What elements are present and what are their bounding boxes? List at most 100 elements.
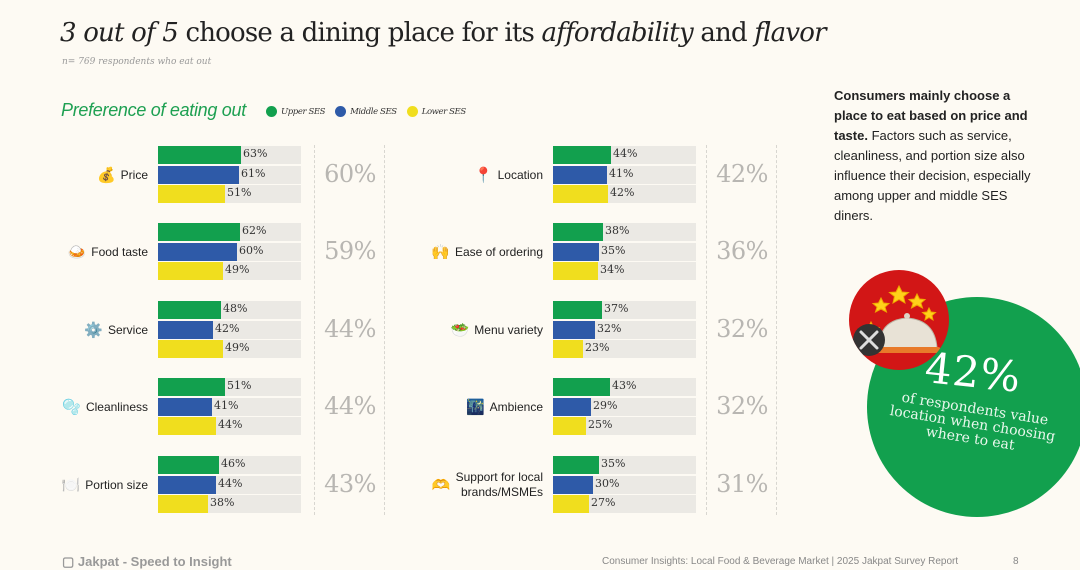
report-footer: Consumer Insights: Local Food & Beverage… bbox=[602, 556, 959, 567]
category-label: 🍛 Food taste bbox=[0, 223, 148, 281]
title-part: flavor bbox=[754, 18, 826, 48]
bar-middle-ses bbox=[158, 165, 239, 184]
overall-value: 43% bbox=[324, 470, 376, 498]
bar-value-label: 62% bbox=[242, 224, 267, 237]
legend-label: Upper SES bbox=[281, 106, 326, 117]
sample-size-note: n= 769 respondents who eat out bbox=[62, 57, 212, 67]
title-part: 3 out of 5 bbox=[60, 18, 179, 48]
category-label-text: Location bbox=[497, 167, 543, 182]
bar-track: 34% bbox=[553, 262, 696, 280]
bar-track: 23% bbox=[553, 340, 696, 358]
title-part: affordability bbox=[541, 18, 694, 48]
bar-value-label: 35% bbox=[601, 243, 626, 257]
bar-track: 48% bbox=[158, 301, 301, 319]
bar-middle-ses bbox=[553, 320, 595, 339]
brand-footer: ▢ Jakpat - Speed to Insight bbox=[62, 554, 232, 570]
bar-lower-ses bbox=[158, 417, 216, 435]
title-part: and bbox=[692, 18, 755, 48]
bar-value-label: 42% bbox=[610, 186, 635, 199]
salad-icon: 🥗 bbox=[450, 321, 470, 339]
bar-middle-ses bbox=[158, 320, 213, 339]
bar-track: 29% bbox=[553, 397, 696, 416]
bar-lower-ses bbox=[553, 340, 583, 358]
bar-upper-ses bbox=[553, 378, 610, 396]
bar-track: 44% bbox=[158, 475, 301, 494]
bar-lower-ses bbox=[553, 495, 589, 513]
bar-track: 61% bbox=[158, 165, 301, 184]
overall-value: 32% bbox=[716, 315, 768, 343]
star-icon bbox=[888, 284, 910, 305]
bar-track: 51% bbox=[158, 185, 301, 203]
bar-upper-ses bbox=[158, 223, 240, 241]
overall-value: 32% bbox=[716, 392, 768, 420]
bar-value-label: 30% bbox=[595, 476, 620, 490]
page-number: 8 bbox=[1013, 556, 1019, 567]
bar-value-label: 46% bbox=[221, 457, 246, 470]
divider-line bbox=[776, 145, 777, 515]
night-city-icon: 🌃 bbox=[465, 398, 485, 416]
bar-upper-ses bbox=[553, 223, 603, 241]
category-label: ⚙️ Service bbox=[0, 301, 148, 359]
category-label-text: Ease of ordering bbox=[454, 244, 543, 259]
bar-value-label: 29% bbox=[593, 398, 618, 412]
bar-value-label: 43% bbox=[612, 379, 637, 392]
insight-note: Consumers mainly choose a place to eat b… bbox=[834, 86, 1044, 226]
category-label: 🙌 Ease of ordering bbox=[343, 223, 543, 281]
bar-value-label: 44% bbox=[218, 476, 243, 490]
bar-value-label: 34% bbox=[600, 263, 625, 276]
bar-value-label: 32% bbox=[597, 321, 622, 335]
category-label-text: Portion size bbox=[85, 477, 148, 492]
category-label: 📍 Location bbox=[343, 146, 543, 204]
bar-middle-ses bbox=[158, 475, 216, 494]
bar-value-label: 60% bbox=[239, 243, 264, 257]
star-icon bbox=[921, 306, 937, 322]
bar-value-label: 63% bbox=[243, 147, 268, 160]
insight-note-text: Factors such as service, cleanliness, an… bbox=[834, 128, 1031, 223]
bar-track: 32% bbox=[553, 320, 696, 339]
bar-group: 44% 41% 42% bbox=[553, 146, 696, 205]
highlight-value: 42% bbox=[922, 343, 1024, 402]
category-label-text: Ambience bbox=[489, 399, 543, 414]
dining-cloche-icon bbox=[849, 270, 949, 370]
bar-middle-ses bbox=[553, 475, 593, 494]
bar-value-label: 49% bbox=[225, 263, 250, 276]
bar-upper-ses bbox=[553, 146, 611, 164]
bar-track: 35% bbox=[553, 456, 696, 474]
bar-lower-ses bbox=[158, 185, 225, 203]
bar-track: 27% bbox=[553, 495, 696, 513]
category-group: 🙌 Ease of ordering 38% 35% 34% 36% bbox=[0, 223, 768, 281]
food-plate-icon: 🍛 bbox=[67, 243, 87, 261]
bar-middle-ses bbox=[553, 242, 599, 261]
bar-value-label: 49% bbox=[225, 341, 250, 354]
bar-track: 49% bbox=[158, 262, 301, 280]
bar-group: 62% 60% 49% bbox=[158, 223, 301, 282]
bar-upper-ses bbox=[158, 378, 225, 396]
bar-track: 35% bbox=[553, 242, 696, 261]
page-title: 3 out of 5 choose a dining place for its… bbox=[60, 18, 827, 48]
bar-value-label: 51% bbox=[227, 186, 252, 199]
pin-icon: 📍 bbox=[473, 166, 493, 184]
bar-lower-ses bbox=[158, 495, 208, 513]
divider-line bbox=[314, 145, 315, 515]
category-group: 🌃 Ambience 43% 29% 25% 32% bbox=[0, 378, 768, 436]
bar-value-label: 42% bbox=[215, 321, 240, 335]
category-group: 🥗 Menu variety 37% 32% 23% 32% bbox=[0, 301, 768, 359]
divider-line bbox=[384, 145, 385, 515]
bubbles-icon: 🫧 bbox=[62, 398, 81, 416]
bar-track: 25% bbox=[553, 417, 696, 435]
bar-value-label: 41% bbox=[609, 166, 634, 180]
category-group: 🍛 Food taste 62% 60% 49% 59% bbox=[0, 223, 376, 281]
bar-track: 43% bbox=[553, 378, 696, 396]
bar-track: 30% bbox=[553, 475, 696, 494]
bar-track: 44% bbox=[553, 146, 696, 164]
bar-lower-ses bbox=[553, 185, 608, 203]
bar-group: 48% 42% 49% bbox=[158, 301, 301, 360]
overall-value: 42% bbox=[716, 160, 768, 188]
overall-value: 44% bbox=[324, 392, 376, 420]
category-group: 🍽️ Portion size 46% 44% 38% 43% bbox=[0, 456, 376, 514]
legend-item-middle: Middle SES bbox=[335, 106, 397, 117]
legend-dot-upper bbox=[266, 106, 277, 117]
plate-cutlery-icon: 🍽️ bbox=[61, 476, 81, 494]
bar-value-label: 44% bbox=[218, 418, 243, 431]
gear-icon: ⚙️ bbox=[84, 321, 103, 339]
